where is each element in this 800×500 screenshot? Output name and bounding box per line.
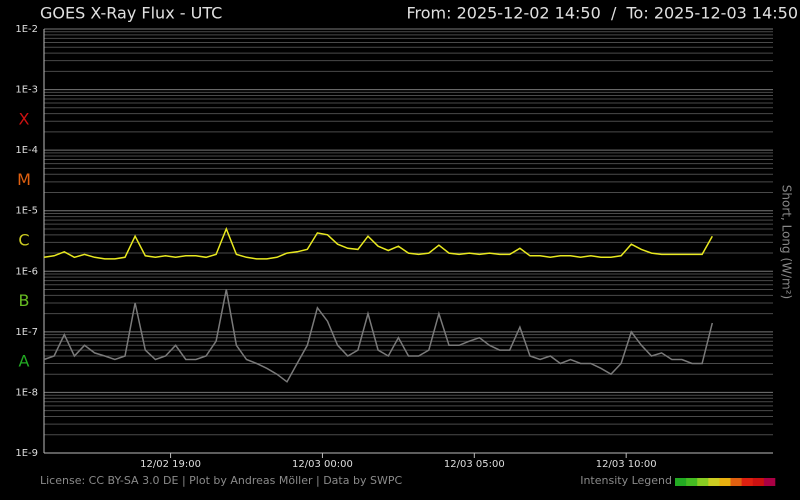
footer: License: CC BY-SA 3.0 DE | Plot by Andre… bbox=[40, 474, 402, 487]
x-tick-label: 12/03 05:00 bbox=[444, 459, 505, 470]
intensity-swatch bbox=[730, 478, 742, 486]
flare-class-label: M bbox=[17, 170, 31, 189]
y-axis-label: Short, Long (W/m²) bbox=[780, 185, 794, 299]
flare-class-label: A bbox=[19, 352, 30, 371]
y-tick-label: 1E-6 bbox=[15, 266, 38, 277]
intensity-legend-label: Intensity Legend bbox=[580, 474, 672, 487]
x-tick-label: 12/02 19:00 bbox=[140, 459, 201, 470]
y-tick-label: 1E-9 bbox=[15, 448, 38, 459]
x-tick-label: 12/03 10:00 bbox=[596, 459, 657, 470]
intensity-swatch bbox=[719, 478, 731, 486]
y-tick-label: 1E-3 bbox=[15, 85, 38, 96]
intensity-swatch bbox=[675, 478, 687, 486]
intensity-swatch bbox=[752, 478, 765, 486]
y-tick-label: 1E-2 bbox=[15, 24, 38, 35]
x-tick-label: 12/03 00:00 bbox=[292, 459, 353, 470]
chart-subtitle: From: 2025-12-02 14:50 / To: 2025-12-03 … bbox=[406, 4, 798, 23]
y-tick-label: 1E-7 bbox=[15, 327, 38, 338]
flare-class-label: B bbox=[19, 291, 30, 310]
y-tick-label: 1E-8 bbox=[15, 387, 38, 398]
flare-class-label: C bbox=[18, 231, 29, 250]
intensity-swatch bbox=[741, 478, 754, 486]
intensity-swatch bbox=[708, 478, 720, 486]
flux-line bbox=[43, 226, 713, 260]
chart-title: GOES X-Ray Flux - UTC bbox=[40, 4, 222, 23]
intensity-swatch bbox=[697, 478, 709, 486]
y-tick-label: 1E-5 bbox=[15, 206, 38, 217]
flux-line bbox=[43, 289, 714, 383]
intensity-swatch bbox=[686, 478, 698, 486]
flare-class-label: X bbox=[19, 109, 30, 128]
intensity-swatch bbox=[763, 478, 776, 486]
y-tick-label: 1E-4 bbox=[15, 145, 38, 156]
